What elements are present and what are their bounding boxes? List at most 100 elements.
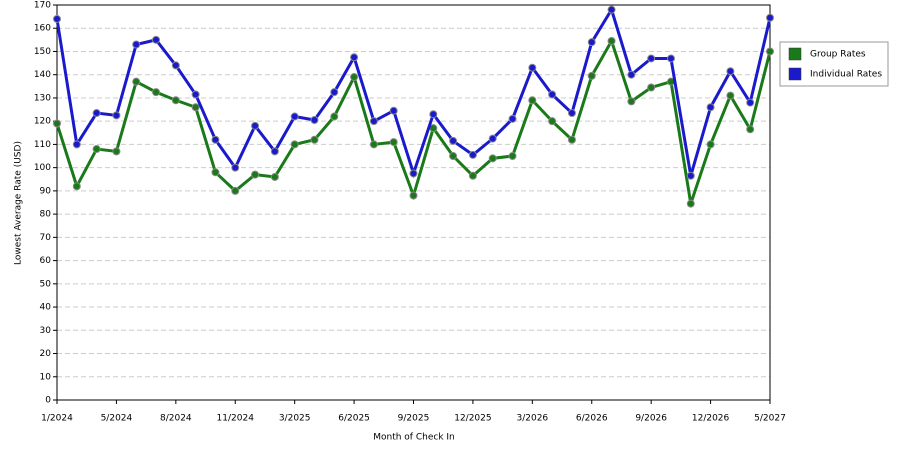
data-point [726,91,735,100]
data-point [152,35,161,44]
data-point [666,54,675,63]
x-tick-label: 8/2024 [160,414,192,424]
plot-border [56,4,771,401]
data-point [468,171,477,180]
data-point [72,182,81,191]
y-tick-label: 130 [34,93,51,103]
data-point [468,150,477,159]
legend-label: Individual Rates [810,70,882,80]
data-point [112,111,121,120]
y-tick-label: 30 [40,326,52,336]
data-point [548,90,557,99]
data-point [449,152,458,161]
data-point [647,54,656,63]
data-point [746,125,755,134]
data-point [231,186,240,195]
data-point [567,135,576,144]
data-point [171,96,180,105]
x-tick-label: 6/2025 [338,414,370,424]
data-point [171,61,180,70]
data-point [290,112,299,121]
data-point [706,140,715,149]
data-point [350,53,359,62]
x-tick-label: 1/2024 [41,414,73,424]
data-point [627,70,636,79]
data-point [607,37,616,46]
data-point [53,119,61,128]
data-point [389,106,398,115]
x-tick-label: 9/2026 [635,414,667,424]
data-point [92,109,101,118]
y-tick-label: 160 [34,24,51,34]
data-point [488,134,497,143]
data-point [251,170,260,179]
data-point [251,121,260,130]
data-point [369,117,378,126]
series-line [55,37,772,205]
data-point [587,38,596,47]
data-point [310,135,319,144]
data-point [350,73,359,82]
y-axis-title: Lowest Average Rate (USD) [14,141,24,265]
y-tick-label: 170 [34,1,51,11]
data-point [310,116,319,125]
data-point [92,145,101,154]
data-point [587,71,596,80]
data-point [369,140,378,149]
y-tick-label: 110 [34,140,51,150]
data-point [528,63,537,72]
data-point [567,109,576,118]
x-tick-label: 9/2025 [398,414,430,424]
y-tick-label: 50 [40,279,52,289]
x-tick-label: 3/2026 [516,414,548,424]
data-point [429,110,438,119]
data-point [627,97,636,106]
x-tick-label: 12/2026 [692,414,730,424]
x-tick-label: 12/2025 [454,414,491,424]
data-point [508,152,517,161]
data-point [766,13,774,22]
data-point [330,88,339,97]
data-point [409,191,418,200]
data-point [726,67,735,76]
x-tick-label: 6/2026 [576,414,608,424]
data-point [231,163,240,172]
y-tick-label: 90 [40,186,52,196]
y-tick-label: 140 [34,70,51,80]
data-point [132,77,141,86]
y-tick-label: 70 [40,233,52,243]
data-point [449,136,458,145]
series-line [55,6,772,179]
y-tick-label: 40 [40,303,52,313]
data-point [389,138,398,147]
data-point [766,47,774,56]
data-point [746,98,755,107]
data-point [72,140,81,149]
legend-swatch [788,67,802,81]
data-point [647,83,656,92]
y-tick-label: 120 [34,117,51,127]
data-point [132,40,141,49]
y-tick-label: 150 [34,47,51,57]
data-point [409,169,418,178]
data-point [607,5,616,14]
data-point [686,171,695,180]
data-point [706,103,715,112]
data-point [211,135,220,144]
x-tick-label: 11/2024 [217,414,255,424]
x-tick-label: 5/2027 [754,414,786,424]
data-point [330,112,339,121]
y-tick-label: 10 [40,372,52,382]
y-tick-label: 20 [40,349,52,359]
data-point [508,114,517,123]
y-tick-label: 60 [40,256,52,266]
data-point [191,90,200,99]
y-tick-label: 100 [34,163,51,173]
x-axis-title: Month of Check In [373,433,455,443]
legend-label: Group Rates [810,50,866,60]
x-tick-label: 5/2024 [101,414,133,424]
data-point [270,172,279,181]
data-point [211,168,220,177]
data-point [686,199,695,208]
